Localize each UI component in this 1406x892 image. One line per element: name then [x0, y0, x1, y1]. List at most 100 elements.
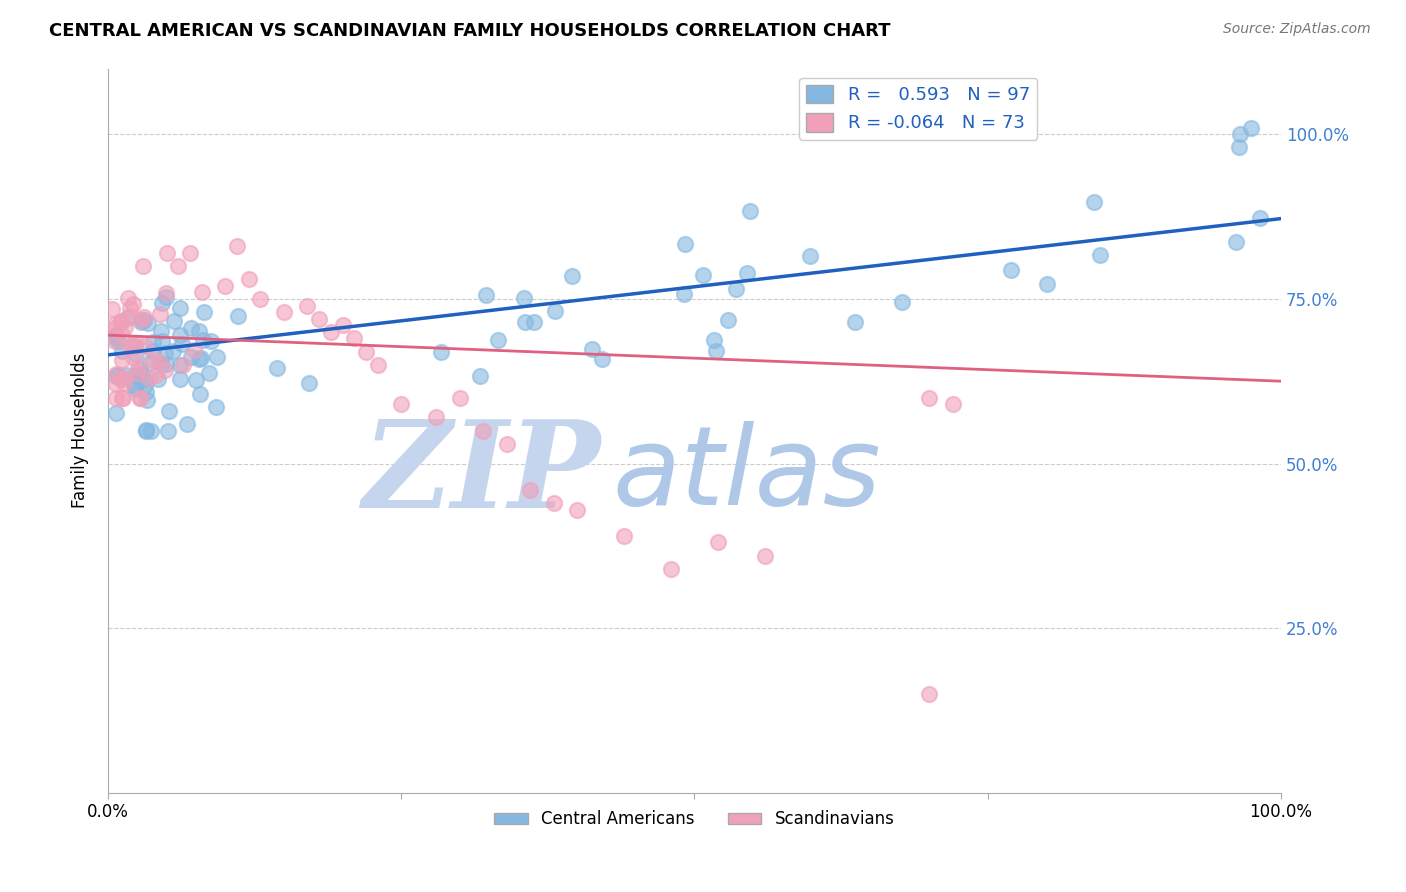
Point	[703, 333, 725, 347]
Point	[523, 315, 546, 329]
Point	[513, 291, 536, 305]
Point	[157, 424, 180, 438]
Point	[187, 324, 209, 338]
Point	[193, 333, 215, 347]
Point	[692, 268, 714, 282]
Point	[319, 325, 342, 339]
Point	[110, 314, 132, 328]
Point	[169, 372, 191, 386]
Point	[105, 327, 128, 342]
Point	[104, 317, 127, 331]
Point	[149, 357, 172, 371]
Point	[162, 343, 184, 358]
Point	[308, 311, 330, 326]
Point	[170, 336, 193, 351]
Point	[613, 529, 636, 543]
Point	[1000, 263, 1022, 277]
Point	[544, 303, 567, 318]
Point	[918, 687, 941, 701]
Point	[125, 347, 148, 361]
Point	[114, 370, 136, 384]
Point	[190, 351, 212, 365]
Point	[389, 397, 412, 411]
Point	[735, 266, 758, 280]
Point	[169, 358, 191, 372]
Point	[155, 286, 177, 301]
Text: atlas: atlas	[613, 420, 882, 527]
Point	[114, 319, 136, 334]
Point	[1249, 211, 1271, 225]
Point	[153, 362, 176, 376]
Point	[125, 336, 148, 351]
Point	[135, 423, 157, 437]
Point	[754, 549, 776, 563]
Point	[673, 237, 696, 252]
Point	[179, 245, 201, 260]
Point	[134, 339, 156, 353]
Point	[150, 296, 173, 310]
Point	[127, 359, 149, 374]
Point	[429, 344, 451, 359]
Point	[129, 391, 152, 405]
Point	[148, 353, 170, 368]
Point	[193, 304, 215, 318]
Point	[704, 343, 727, 358]
Point	[129, 368, 152, 382]
Point	[148, 372, 170, 386]
Point	[297, 298, 319, 312]
Point	[184, 373, 207, 387]
Point	[659, 562, 682, 576]
Text: ZIP: ZIP	[363, 415, 600, 533]
Point	[142, 334, 165, 349]
Point	[724, 282, 747, 296]
Point	[145, 368, 167, 382]
Point	[129, 315, 152, 329]
Point	[472, 424, 495, 438]
Point	[112, 376, 135, 390]
Point	[470, 368, 492, 383]
Point	[1229, 140, 1251, 154]
Point	[332, 318, 354, 333]
Point	[205, 400, 228, 414]
Point	[176, 417, 198, 432]
Point	[200, 334, 222, 348]
Point	[121, 338, 143, 352]
Point	[169, 301, 191, 316]
Point	[238, 272, 260, 286]
Y-axis label: Family Households: Family Households	[72, 353, 89, 508]
Point	[134, 313, 156, 327]
Point	[117, 291, 139, 305]
Point	[125, 366, 148, 380]
Point	[190, 387, 212, 401]
Point	[740, 203, 762, 218]
Point	[180, 351, 202, 365]
Point	[128, 391, 150, 405]
Point	[129, 363, 152, 377]
Point	[799, 249, 821, 263]
Point	[124, 377, 146, 392]
Point	[172, 358, 194, 372]
Point	[1225, 235, 1247, 249]
Point	[191, 285, 214, 300]
Point	[513, 315, 536, 329]
Point	[111, 391, 134, 405]
Point	[136, 316, 159, 330]
Point	[226, 239, 249, 253]
Point	[117, 311, 139, 326]
Point	[104, 321, 127, 335]
Point	[495, 436, 517, 450]
Point	[367, 358, 389, 372]
Point	[124, 368, 146, 383]
Point	[716, 313, 738, 327]
Point	[142, 343, 165, 358]
Point	[132, 260, 155, 274]
Point	[120, 301, 142, 315]
Point	[124, 379, 146, 393]
Point	[105, 406, 128, 420]
Point	[110, 352, 132, 367]
Point	[131, 313, 153, 327]
Point	[122, 350, 145, 364]
Point	[354, 344, 377, 359]
Point	[890, 295, 912, 310]
Point	[1088, 248, 1111, 262]
